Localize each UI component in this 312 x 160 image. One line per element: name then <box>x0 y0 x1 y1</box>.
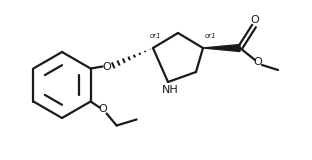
Text: O: O <box>254 57 262 67</box>
Text: O: O <box>98 104 107 115</box>
Text: or1: or1 <box>150 33 162 39</box>
Text: NH: NH <box>162 85 178 95</box>
Text: O: O <box>251 15 259 25</box>
Text: or1: or1 <box>205 33 217 39</box>
Polygon shape <box>203 44 240 52</box>
Text: O: O <box>102 61 111 72</box>
